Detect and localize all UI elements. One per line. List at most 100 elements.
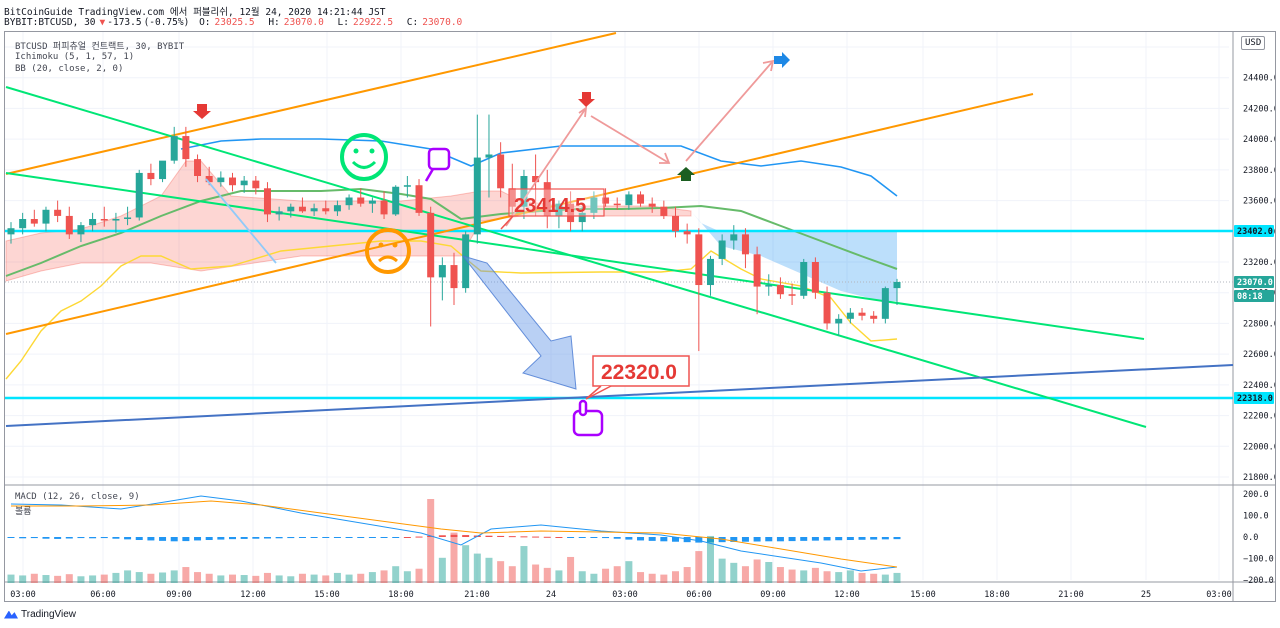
tradingview-logo-icon <box>4 610 18 619</box>
time-tick: 18:00 <box>388 590 414 600</box>
volume-bar <box>683 567 691 583</box>
volume-bar <box>65 574 73 583</box>
volume-bar <box>19 575 27 583</box>
volume-bar <box>415 568 423 583</box>
candle-body <box>159 160 167 180</box>
candle-body <box>380 200 388 215</box>
volume-bar <box>497 561 505 583</box>
down-arrow-marker-icon <box>578 92 595 107</box>
time-tick: 18:00 <box>984 590 1010 600</box>
macd-histogram-bar <box>520 536 528 538</box>
candle-body <box>77 225 85 235</box>
volume-bar <box>776 567 784 583</box>
volume-bar <box>602 568 610 583</box>
projection-arrow-up-2 <box>685 60 774 162</box>
up-arrow-marker-icon <box>677 167 695 181</box>
macd-histogram-bar <box>392 537 400 538</box>
candle-body <box>846 312 854 319</box>
price-chart[interactable]: 23414.522320.024400.024200.024000.023800… <box>5 32 1275 601</box>
macd-histogram-bar <box>800 537 808 541</box>
candle-body <box>263 188 271 215</box>
candle-body <box>823 292 831 324</box>
volume-bar <box>473 553 481 583</box>
chart-frame[interactable]: 23414.522320.024400.024200.024000.023800… <box>4 31 1276 602</box>
macd-histogram-bar <box>252 537 260 539</box>
candle-body <box>602 197 610 204</box>
candle-body <box>205 176 213 183</box>
legend-macd[interactable]: MACD (12, 26, close, 9) <box>15 492 140 502</box>
volume-bar <box>240 575 248 583</box>
brand-label: TradingView <box>21 609 77 620</box>
time-tick: 21:00 <box>1058 590 1084 600</box>
change-pct: (-0.75%) <box>143 17 190 28</box>
legend-main[interactable]: BTCUSD 퍼피츄얼 컨트랙트, 30, BYBIT <box>15 42 185 52</box>
macd-histogram-bar <box>590 537 598 538</box>
volume-bar <box>578 571 586 583</box>
candle-body <box>438 265 446 278</box>
projection-arrow-up <box>505 107 587 227</box>
price-tick: 21800.0 <box>1243 473 1275 483</box>
projection-arrow-down <box>590 115 670 164</box>
candle-body <box>695 234 703 286</box>
macd-histogram-bar <box>578 537 586 538</box>
macd-histogram-bar <box>485 535 493 537</box>
candle-body <box>881 288 889 319</box>
tradingview-footer[interactable]: TradingView <box>4 609 76 620</box>
level-tag-support-bg <box>1234 392 1274 404</box>
candle-body <box>392 186 400 215</box>
time-tick: 09:00 <box>166 590 192 600</box>
macd-histogram-bar <box>613 537 621 539</box>
legend-bb[interactable]: BB (20, close, 2, 0) <box>15 64 124 74</box>
callout-leader <box>500 215 514 230</box>
volume-bar <box>613 566 621 583</box>
time-tick: 15:00 <box>314 590 340 600</box>
candle-body <box>835 318 843 324</box>
candle-body <box>217 177 225 183</box>
orange-channel-lower <box>5 93 1034 335</box>
macd-histogram-bar <box>182 537 190 542</box>
candle-body <box>182 136 190 160</box>
callout-box-2 <box>592 355 690 387</box>
macd-tick: −100.0 <box>1243 555 1274 565</box>
volume-bar <box>765 562 773 583</box>
time-tick: 12:00 <box>240 590 266 600</box>
time-tick: 09:00 <box>760 590 786 600</box>
volume-bar <box>788 569 796 583</box>
price-tick: 23200.0 <box>1243 258 1275 268</box>
volume-bar <box>7 574 15 583</box>
macd-histogram-bar <box>7 537 15 538</box>
price-tick: 24000.0 <box>1243 135 1275 145</box>
candle-body <box>427 212 435 278</box>
price-tick: 23800.0 <box>1243 166 1275 176</box>
volume-bar <box>567 556 575 583</box>
candle-body <box>765 285 773 287</box>
macd-histogram-bar <box>287 537 295 539</box>
currency-badge[interactable]: USD <box>1241 36 1266 50</box>
candle-body <box>147 172 155 180</box>
candle-body <box>508 188 516 207</box>
candle-body <box>322 208 330 212</box>
volume-bar <box>170 570 178 583</box>
level-tag-resistance: 23402.0 <box>1237 227 1273 237</box>
candle-body <box>357 197 365 204</box>
macd-histogram-bar <box>357 537 365 538</box>
volume-bar <box>637 572 645 583</box>
volume-bar <box>811 567 819 583</box>
volume-bar <box>217 575 225 583</box>
projection-arrow-head <box>762 59 775 72</box>
callout-pointer <box>585 385 612 400</box>
sad-face-icon <box>365 228 411 274</box>
macd-histogram-bar <box>695 537 703 543</box>
legend-ichimoku[interactable]: Ichimoku (5, 1, 57, 1) <box>15 52 135 62</box>
candle-body <box>637 194 645 204</box>
volume-bar <box>508 566 516 583</box>
volume-bar <box>835 572 843 583</box>
ohlc-header: BYBIT:BTCUSD, 30 ▼ -173.5 (-0.75%) O: 23025.… <box>4 17 470 28</box>
macd-histogram-bar <box>625 537 633 540</box>
volume-bar <box>846 570 854 583</box>
volume-bar <box>124 570 132 583</box>
price-tick: 22800.0 <box>1243 319 1275 329</box>
macd-histogram-bar <box>205 537 213 541</box>
macd-histogram-bar <box>147 537 155 541</box>
volume-bar <box>54 575 62 583</box>
